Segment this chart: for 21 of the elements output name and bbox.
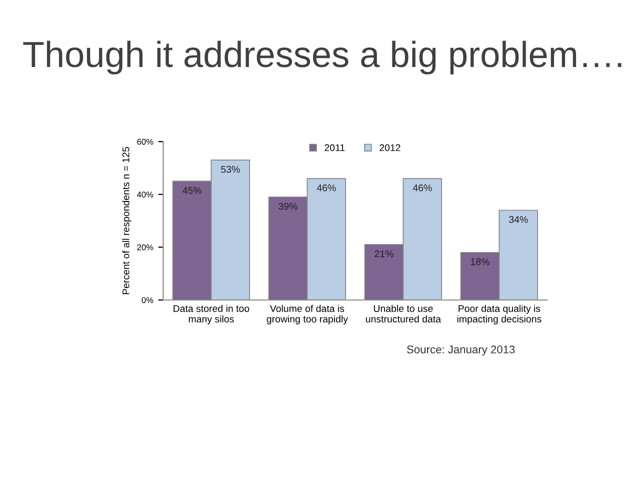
y-tick-label: 0% bbox=[142, 297, 154, 304]
data-label: 53% bbox=[221, 166, 240, 173]
chart-title: Though it addresses a big problem…. bbox=[23, 40, 622, 74]
x-tick-label: Volume of data is growing too rapidly bbox=[266, 304, 348, 324]
y-tick-label: 60% bbox=[137, 138, 154, 145]
data-label: 21% bbox=[374, 250, 394, 258]
x-tick-label: Unable to use unstructured data bbox=[366, 304, 442, 322]
x-tick-label: Data stored in too many silos bbox=[174, 304, 250, 324]
data-label: 34% bbox=[509, 216, 528, 223]
source-note: Source: January 2013 bbox=[407, 346, 515, 356]
x-tick-label: Poor data quality is impacting decisions bbox=[457, 304, 542, 324]
legend-label: 2012 bbox=[380, 144, 400, 152]
data-label: 39% bbox=[278, 202, 298, 210]
data-label: 45% bbox=[182, 187, 202, 194]
legend-label: 2011 bbox=[324, 144, 345, 152]
y-tick-label: 40% bbox=[136, 192, 154, 198]
data-label: 18% bbox=[471, 258, 490, 266]
data-label: 46% bbox=[412, 184, 432, 192]
data-label: 46% bbox=[316, 184, 336, 192]
y-axis-title: Percent of all respondents n = 125 bbox=[122, 147, 132, 294]
y-tick-label: 20% bbox=[137, 244, 154, 250]
